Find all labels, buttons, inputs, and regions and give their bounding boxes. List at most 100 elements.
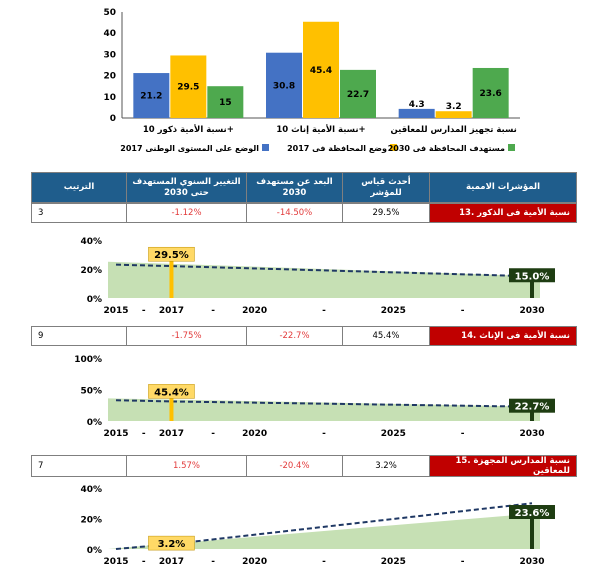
bar-value-label: 23.6 bbox=[480, 89, 502, 99]
target-area bbox=[108, 398, 540, 421]
x-tick-label: 2030 bbox=[519, 557, 544, 567]
target-trend-line bbox=[115, 263, 533, 278]
x-tick-label: 2015 bbox=[103, 557, 128, 567]
current-value-label: 45.4% bbox=[154, 387, 189, 398]
indicator-row: 3 -1.12% -14.50% 29.5% 13. نسبة الأمية ف… bbox=[31, 203, 577, 223]
y-tick-label: 20 bbox=[103, 72, 116, 82]
x-tick-separator: - bbox=[461, 429, 465, 439]
current-value-label: 29.5% bbox=[154, 250, 189, 261]
target-label-box bbox=[509, 268, 555, 283]
legend-label: وضع المحافظة فى 2017 bbox=[287, 144, 387, 153]
y-tick-label: 0% bbox=[87, 418, 102, 428]
x-tick-separator: - bbox=[142, 557, 146, 567]
y-tick-label: 20% bbox=[80, 516, 102, 526]
current-marker bbox=[169, 255, 174, 298]
bar bbox=[398, 108, 435, 118]
rank-cell: 3 bbox=[31, 203, 127, 223]
bar-value-label: 15 bbox=[219, 98, 232, 108]
gap-cell: -14.50% bbox=[246, 203, 343, 223]
bar bbox=[170, 55, 207, 118]
indicators-table-header: الترتيب التغيير السنوي المستهدف حتى 2030… bbox=[31, 172, 577, 203]
target-marker bbox=[530, 513, 534, 549]
y-tick-label: 40 bbox=[103, 29, 116, 39]
rank-cell: 7 bbox=[31, 455, 127, 477]
trend-chart-disabled-schools: 40% 20% 0% 3.2% 23.6% 2015 2017 2020 2025 2030 - - -… bbox=[80, 485, 555, 567]
target-trend-line bbox=[115, 399, 533, 408]
y-tick-label: 30 bbox=[103, 50, 116, 60]
bar-value-label: 21.2 bbox=[140, 92, 162, 102]
y-tick-label: 40% bbox=[80, 485, 102, 495]
y-tick-label: 100% bbox=[74, 355, 102, 365]
category-label: نسبة الأمية إناث 10+ bbox=[276, 124, 365, 135]
x-tick-label: 2030 bbox=[519, 306, 544, 316]
header-gap: البعد عن مستهدف 2030 bbox=[246, 172, 343, 203]
y-tick-label: 0 bbox=[110, 114, 116, 124]
x-tick-label: 2015 bbox=[103, 306, 128, 316]
x-tick-separator: - bbox=[322, 429, 326, 439]
current-marker bbox=[169, 392, 174, 421]
x-tick-label: 2015 bbox=[103, 429, 128, 439]
x-tick-separator: - bbox=[211, 557, 215, 567]
bar bbox=[266, 52, 302, 119]
x-tick-separator: - bbox=[211, 306, 215, 316]
bar-value-label: 4.3 bbox=[409, 100, 425, 110]
gap-cell: -22.7% bbox=[246, 326, 343, 346]
bar bbox=[207, 86, 244, 118]
bar-value-label: 30.8 bbox=[273, 81, 295, 91]
x-tick-label: 2025 bbox=[381, 306, 406, 316]
annual-change-cell: 1.57% bbox=[126, 455, 247, 477]
target-value-label: 15.0% bbox=[515, 271, 550, 282]
y-tick-label: 40% bbox=[80, 237, 102, 247]
header-rank: الترتيب bbox=[31, 172, 127, 203]
latest-cell: 45.4% bbox=[342, 326, 430, 346]
x-tick-separator: - bbox=[142, 429, 146, 439]
y-tick-label: 50% bbox=[80, 387, 102, 397]
bar-value-label: 45.4 bbox=[310, 66, 332, 76]
category-label: نسبة تجهيز المدارس للمعاقين bbox=[391, 125, 517, 135]
bar bbox=[472, 67, 509, 118]
target-label-box bbox=[509, 505, 555, 520]
trend-chart-female-illiteracy: 100% 50% 0% 45.4% 22.7% 2015 2017 2020 2025 2030 -… bbox=[74, 355, 555, 439]
indicator-row: 9 -1.75% -22.7% 45.4% 14. نسبة الأمية فى… bbox=[31, 326, 577, 346]
target-label-box bbox=[509, 398, 555, 413]
legend-swatch bbox=[390, 144, 397, 151]
legend-swatch bbox=[508, 144, 515, 151]
current-label-box bbox=[148, 384, 195, 399]
legend-swatch bbox=[262, 144, 269, 151]
x-tick-label: 2017 bbox=[159, 429, 184, 439]
target-value-label: 23.6% bbox=[515, 508, 550, 519]
y-tick-label: 0% bbox=[87, 295, 102, 305]
indicator-row: 7 1.57% -20.4% 3.2% 15. نسبة المدارس الم… bbox=[31, 455, 577, 477]
y-tick-label: 10 bbox=[103, 93, 116, 103]
legend-label: الوضع على المستوى الوطنى 2017 bbox=[120, 144, 259, 153]
x-tick-separator: - bbox=[461, 306, 465, 316]
current-label-box bbox=[148, 246, 195, 262]
latest-cell: 3.2% bbox=[342, 455, 430, 477]
x-tick-separator: - bbox=[142, 306, 146, 316]
x-tick-label: 2020 bbox=[242, 306, 267, 316]
x-tick-label: 2025 bbox=[381, 429, 406, 439]
x-tick-label: 2025 bbox=[381, 557, 406, 567]
x-tick-separator: - bbox=[211, 429, 215, 439]
header-annual-change: التغيير السنوي المستهدف حتى 2030 bbox=[126, 172, 247, 203]
latest-cell: 29.5% bbox=[342, 203, 430, 223]
x-tick-separator: - bbox=[322, 306, 326, 316]
x-tick-label: 2020 bbox=[242, 557, 267, 567]
x-tick-label: 2017 bbox=[159, 557, 184, 567]
annual-change-cell: -1.75% bbox=[126, 326, 247, 346]
bar-value-label: 29.5 bbox=[177, 83, 199, 93]
bar bbox=[303, 21, 339, 119]
header-indicator: المؤشرات الاممية bbox=[429, 172, 577, 203]
rank-cell: 9 bbox=[31, 326, 127, 346]
x-tick-label: 2020 bbox=[242, 429, 267, 439]
x-tick-label: 2017 bbox=[159, 306, 184, 316]
current-value-label: 3.2% bbox=[158, 539, 186, 550]
x-tick-separator: - bbox=[461, 557, 465, 567]
indicator-cell: 15. نسبة المدارس المجهزة للمعاقين bbox=[429, 455, 577, 477]
indicator-cell: 13. نسبة الأمية فى الذكور bbox=[429, 203, 577, 223]
legend-label: مستهدف المحافظة فى 2030 bbox=[388, 144, 505, 153]
indicator-cell: 14. نسبة الأمية فى الإناث bbox=[429, 326, 577, 346]
y-tick-label: 0% bbox=[87, 546, 102, 556]
target-value-label: 22.7% bbox=[515, 402, 550, 413]
y-tick-label: 20% bbox=[80, 266, 102, 276]
